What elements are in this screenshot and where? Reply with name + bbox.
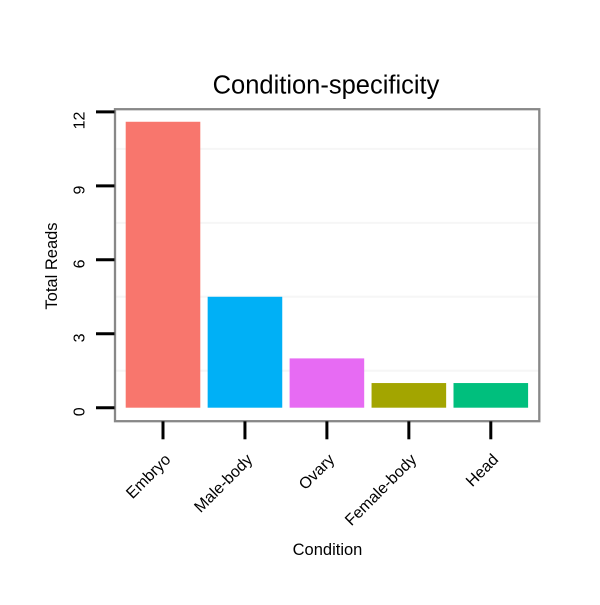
x-tick-label: Ovary bbox=[296, 451, 338, 493]
y-tick-label: 3 bbox=[72, 333, 89, 342]
bar-ovary bbox=[289, 358, 365, 408]
y-tick-label: 9 bbox=[72, 185, 89, 194]
x-tick-label: Head bbox=[463, 451, 502, 490]
x-axis-ticks-group: Embryo Male-body Ovary Female-body Head bbox=[123, 421, 502, 529]
y-tick-label: 0 bbox=[72, 407, 89, 416]
x-tick-label: Female-body bbox=[342, 451, 420, 529]
bar-embryo bbox=[125, 121, 201, 408]
chart-title: Condition-specificity bbox=[213, 72, 440, 100]
y-axis-ticks-group: 0 3 6 9 12 bbox=[72, 110, 115, 416]
panel-border bbox=[113, 108, 541, 423]
x-axis-title: Condition bbox=[293, 541, 363, 559]
bar-female-body bbox=[371, 383, 447, 408]
bar-head bbox=[453, 383, 529, 408]
x-tick-label: Embryo bbox=[123, 451, 174, 502]
x-tick-label: Male-body bbox=[191, 451, 256, 516]
bar-male-body bbox=[207, 296, 283, 408]
y-tick-label: 12 bbox=[72, 111, 89, 129]
y-tick-label: 6 bbox=[72, 259, 89, 268]
y-axis-title: Total Reads bbox=[43, 222, 61, 309]
bars-group bbox=[125, 121, 529, 408]
